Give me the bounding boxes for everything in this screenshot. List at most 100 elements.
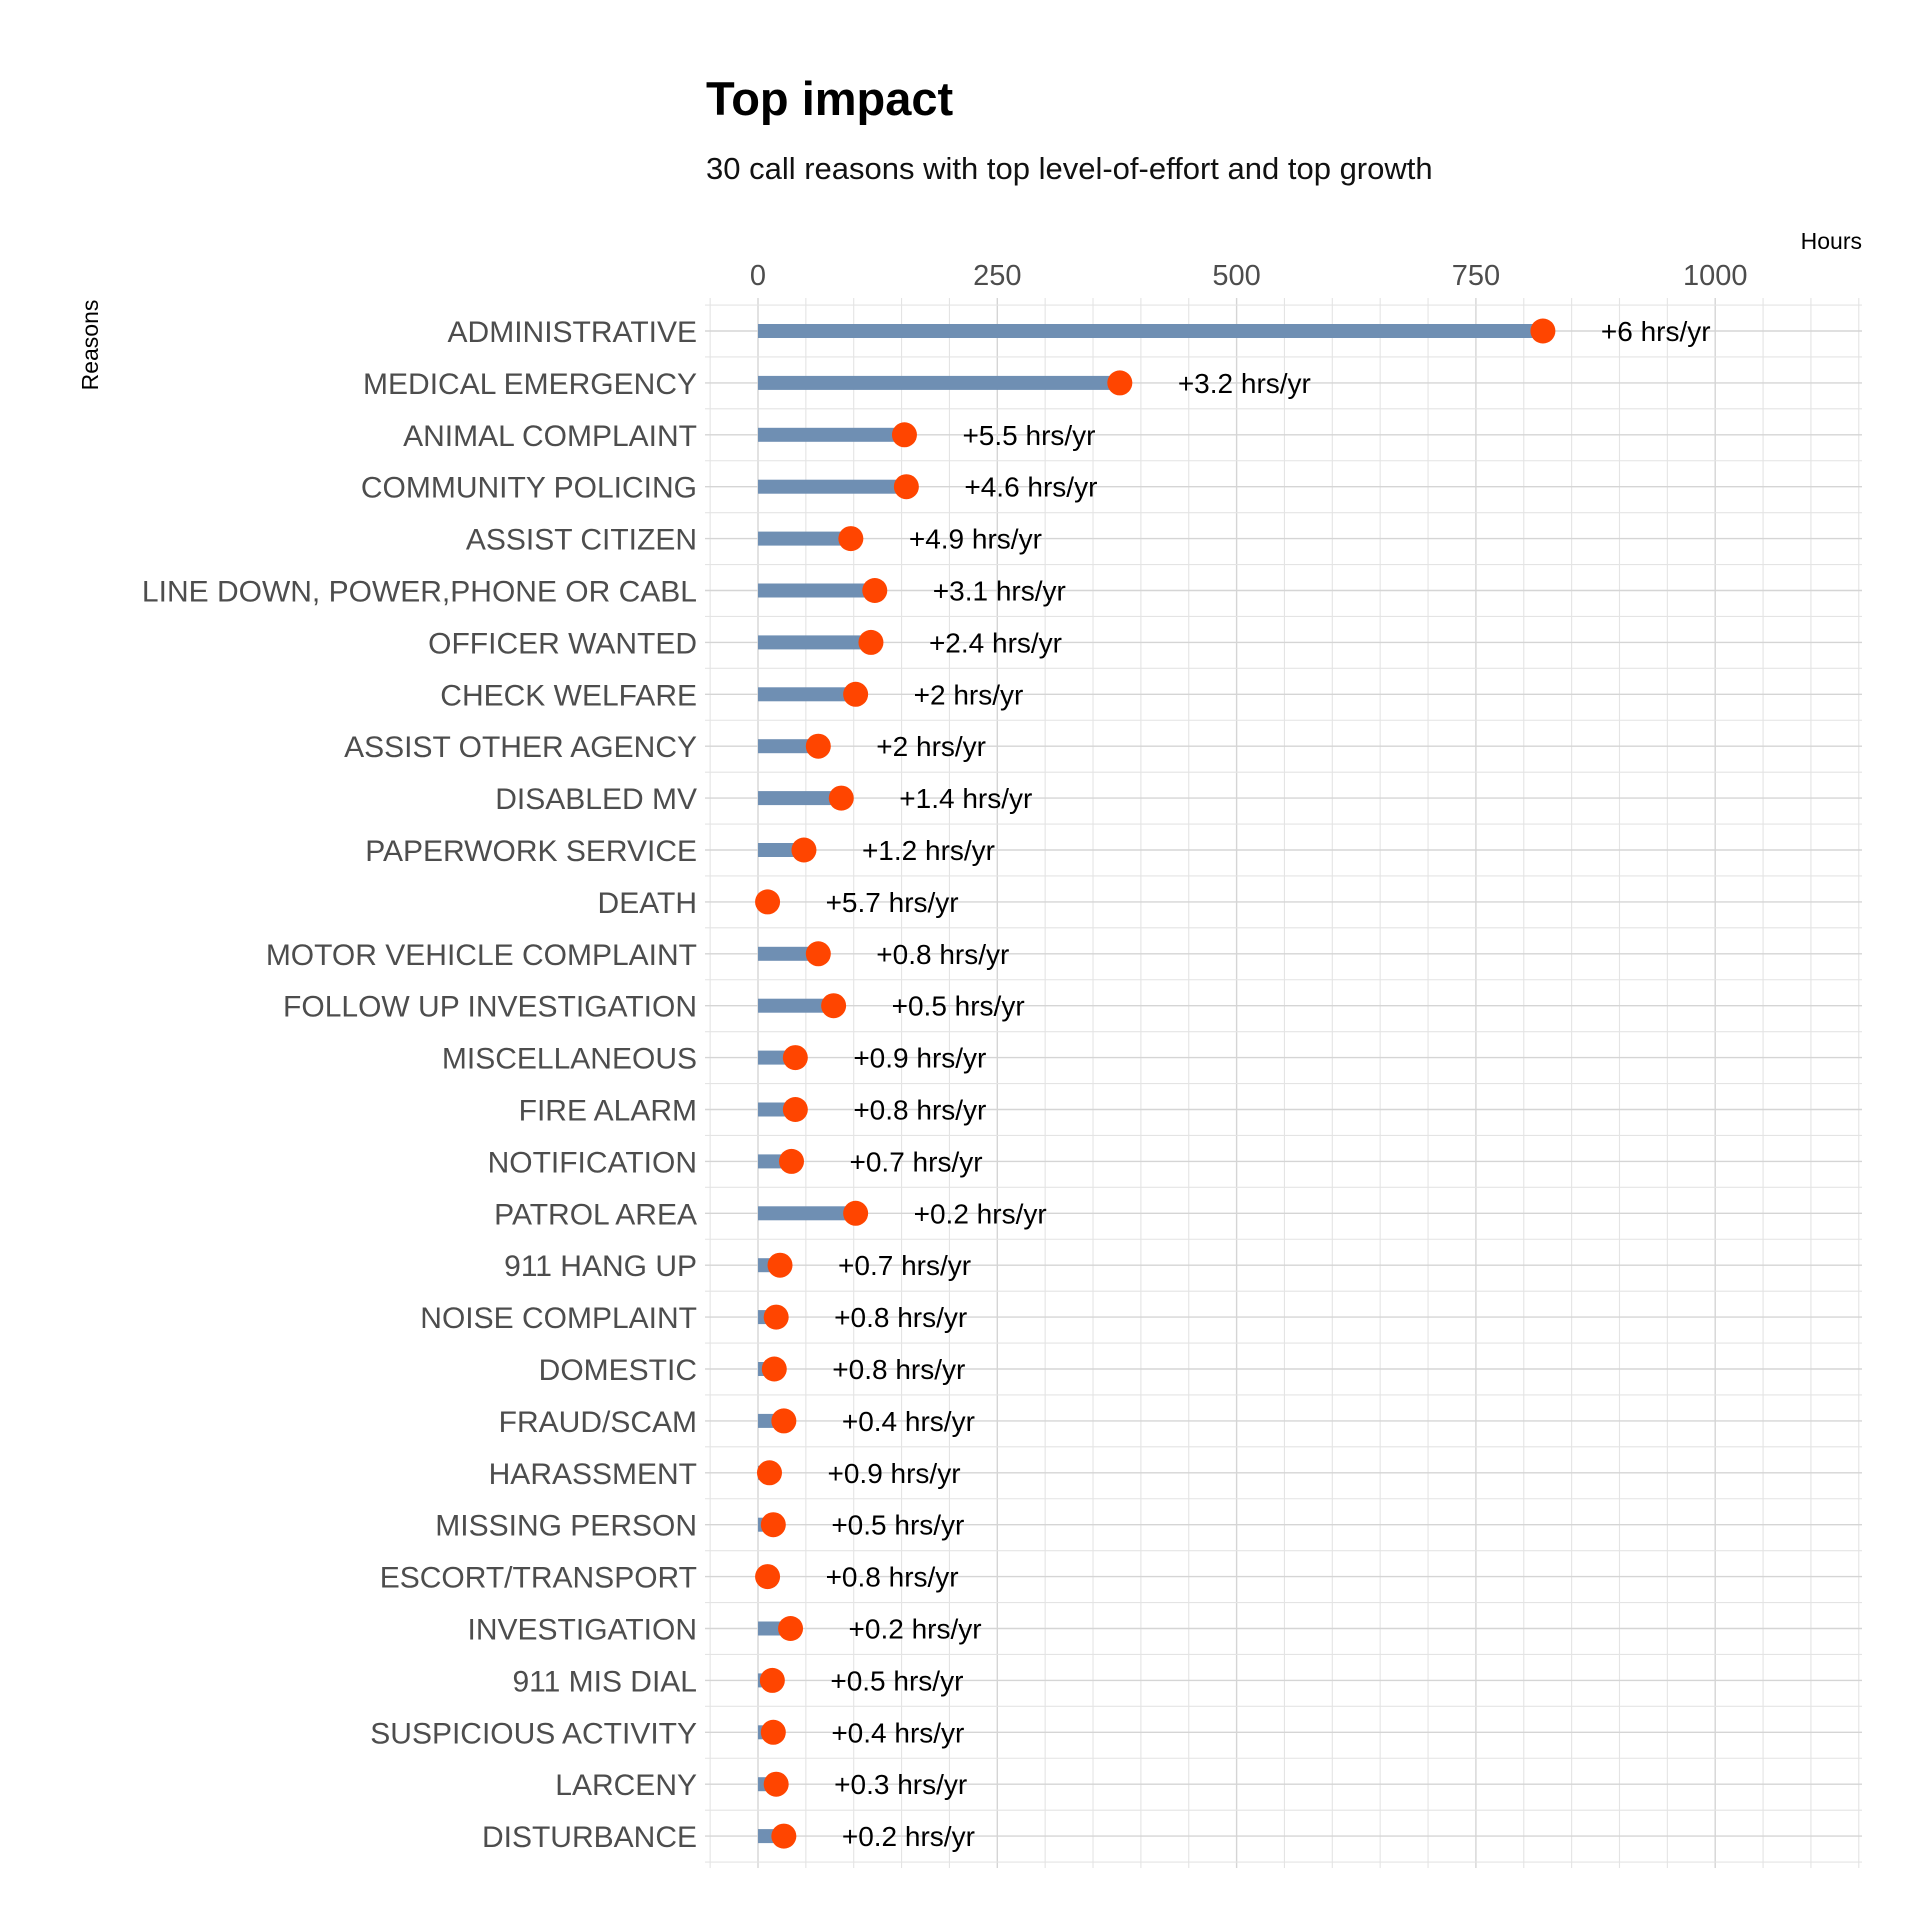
y-category-label: LINE DOWN, POWER,PHONE OR CABL (142, 576, 697, 609)
y-category-label: ASSIST CITIZEN (466, 524, 697, 557)
lollipop-point (767, 1252, 793, 1278)
lollipop-point (761, 1356, 787, 1382)
lollipop-point (843, 1200, 869, 1226)
y-category-label: INVESTIGATION (468, 1614, 697, 1647)
growth-data-label: +0.7 hrs/yr (850, 1146, 983, 1177)
growth-data-label: +0.9 hrs/yr (853, 1043, 986, 1074)
y-category-label: OFFICER WANTED (428, 627, 697, 660)
lollipop-point (756, 1460, 782, 1486)
lollipop-bar (758, 635, 871, 650)
growth-data-label: +0.8 hrs/yr (876, 939, 1009, 970)
x-tick-label: 750 (1452, 260, 1500, 292)
lollipop-point (771, 1408, 797, 1434)
y-category-label: 911 MIS DIAL (512, 1665, 697, 1698)
y-axis-category-labels: ADMINISTRATIVE MEDICAL EMERGENCY ANIMAL CO… (142, 316, 697, 1854)
growth-data-label: +2 hrs/yr (914, 679, 1024, 710)
lollipop-bar (758, 375, 1120, 390)
y-category-label: FIRE ALARM (519, 1095, 697, 1128)
lollipop-bar (758, 324, 1543, 338)
lollipop-point (1107, 370, 1133, 396)
growth-data-label: +0.5 hrs/yr (892, 991, 1025, 1022)
x-tick-label: 0 (750, 260, 766, 292)
y-axis-title: Reasons (77, 300, 103, 391)
growth-data-label: +2 hrs/yr (876, 731, 986, 762)
lollipop-point (760, 1719, 786, 1745)
y-category-label: DISTURBANCE (482, 1821, 697, 1854)
lollipop-point (838, 526, 864, 552)
growth-data-label: +0.2 hrs/yr (842, 1821, 975, 1852)
y-category-label: ANIMAL COMPLAINT (403, 420, 697, 453)
lollipop-point (763, 1304, 789, 1330)
lollipop-point (805, 941, 831, 967)
x-tick-label: 500 (1212, 260, 1260, 292)
growth-data-label: +0.2 hrs/yr (914, 1198, 1047, 1229)
lollipop-bar (758, 583, 875, 598)
lollipop-point (858, 629, 884, 655)
y-category-label: FOLLOW UP INVESTIGATION (283, 991, 697, 1024)
growth-data-label: +0.8 hrs/yr (832, 1354, 965, 1385)
y-category-label: ASSIST OTHER AGENCY (344, 731, 697, 764)
y-category-label: 911 HANG UP (504, 1250, 697, 1283)
growth-data-label: +0.4 hrs/yr (831, 1717, 964, 1748)
lollipop-bar (758, 791, 842, 806)
y-category-label: HARASSMENT (489, 1458, 697, 1491)
growth-data-label: +5.7 hrs/yr (826, 887, 959, 918)
lollipop-point (805, 733, 831, 759)
y-category-label: DISABLED MV (495, 783, 697, 816)
growth-data-label: +3.1 hrs/yr (933, 576, 1066, 607)
growth-data-label: +3.2 hrs/yr (1178, 368, 1311, 399)
growth-data-label: +5.5 hrs/yr (962, 420, 1095, 451)
growth-data-label: +0.5 hrs/yr (830, 1665, 963, 1696)
y-category-label: ESCORT/TRANSPORT (380, 1562, 697, 1595)
lollipop-point (843, 681, 869, 707)
y-category-label: SUSPICIOUS ACTIVITY (370, 1717, 697, 1750)
y-category-label: MEDICAL EMERGENCY (363, 368, 697, 401)
growth-data-label: +0.3 hrs/yr (834, 1769, 967, 1800)
lollipop-point (893, 474, 919, 500)
lollipop-point (779, 1148, 805, 1174)
growth-data-label: +0.2 hrs/yr (849, 1614, 982, 1645)
x-axis-title: Hours (1801, 228, 1862, 254)
y-category-label: PATROL AREA (494, 1198, 697, 1231)
x-tick-label: 250 (973, 260, 1021, 292)
y-category-label: COMMUNITY POLICING (361, 472, 697, 505)
x-tick-label: 1000 (1683, 260, 1748, 292)
x-axis-ticks: 0 250 500 750 1000 (750, 260, 1748, 292)
growth-data-label: +0.5 hrs/yr (831, 1510, 964, 1541)
lollipop-bar (758, 427, 905, 442)
lollipop-point (782, 1045, 808, 1071)
lollipop-point (782, 1097, 808, 1122)
lollipop-bar (758, 687, 856, 702)
y-category-label: PAPERWORK SERVICE (365, 835, 697, 868)
growth-data-label: +0.9 hrs/yr (827, 1458, 960, 1489)
growth-data-label: +1.2 hrs/yr (862, 835, 995, 866)
y-category-label: NOTIFICATION (488, 1146, 697, 1179)
lollipop-point (755, 889, 781, 915)
y-category-label: LARCENY (555, 1769, 697, 1802)
y-category-label: FRAUD/SCAM (499, 1406, 697, 1439)
lollipop-bar (758, 531, 851, 546)
y-category-label: MOTOR VEHICLE COMPLAINT (266, 939, 697, 972)
growth-data-label: +0.7 hrs/yr (838, 1250, 971, 1281)
grid-layer (705, 298, 1862, 1868)
growth-data-label: +2.4 hrs/yr (929, 627, 1062, 658)
lollipop-point (763, 1771, 789, 1797)
y-category-label: DEATH (598, 887, 697, 920)
y-category-label: MISSING PERSON (435, 1510, 697, 1543)
chart-title: Top impact (706, 72, 954, 125)
y-category-label: DOMESTIC (539, 1354, 697, 1387)
growth-data-label: +0.8 hrs/yr (826, 1562, 959, 1593)
y-category-label: MISCELLANEOUS (442, 1043, 697, 1076)
growth-data-label: +0.8 hrs/yr (834, 1302, 967, 1333)
y-category-label: CHECK WELFARE (440, 679, 697, 712)
lollipop-point (755, 1564, 781, 1590)
lollipop-point (759, 1667, 785, 1693)
lollipop-bar (758, 998, 834, 1013)
y-category-label: ADMINISTRATIVE (448, 316, 697, 349)
y-category-label: NOISE COMPLAINT (420, 1302, 697, 1335)
lollipop-point (821, 993, 847, 1019)
lollipop-bar (758, 946, 819, 961)
lollipop-point (778, 1616, 804, 1641)
